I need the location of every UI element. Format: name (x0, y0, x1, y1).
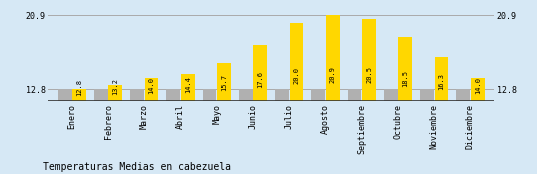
Bar (181, 74, 195, 174)
Text: 15.7: 15.7 (221, 74, 227, 91)
Bar (72, 89, 86, 174)
Bar (202, 89, 216, 174)
Text: 14.0: 14.0 (149, 77, 155, 94)
Bar (326, 15, 340, 174)
Text: 20.5: 20.5 (366, 66, 372, 83)
Bar (253, 45, 267, 174)
Bar (58, 89, 71, 174)
Text: 17.6: 17.6 (257, 71, 263, 88)
Bar (384, 89, 398, 174)
Text: 13.2: 13.2 (112, 78, 118, 95)
Bar (275, 89, 289, 174)
Text: 20.0: 20.0 (294, 67, 300, 84)
Bar (239, 89, 253, 174)
Bar (311, 89, 325, 174)
Text: 14.0: 14.0 (475, 77, 481, 94)
Bar (347, 89, 361, 174)
Bar (166, 89, 180, 174)
Bar (456, 89, 470, 174)
Bar (471, 78, 484, 174)
Text: 20.9: 20.9 (330, 66, 336, 83)
Bar (144, 78, 158, 174)
Text: 12.8: 12.8 (76, 79, 82, 96)
Bar (108, 85, 122, 174)
Text: 14.4: 14.4 (185, 76, 191, 93)
Bar (362, 19, 376, 174)
Bar (289, 23, 303, 174)
Bar (420, 89, 434, 174)
Bar (217, 63, 231, 174)
Bar (434, 57, 448, 174)
Bar (398, 37, 412, 174)
Bar (130, 89, 144, 174)
Bar (94, 89, 108, 174)
Text: Temperaturas Medias en cabezuela: Temperaturas Medias en cabezuela (43, 162, 231, 172)
Text: 16.3: 16.3 (439, 73, 445, 90)
Text: 18.5: 18.5 (402, 70, 408, 87)
